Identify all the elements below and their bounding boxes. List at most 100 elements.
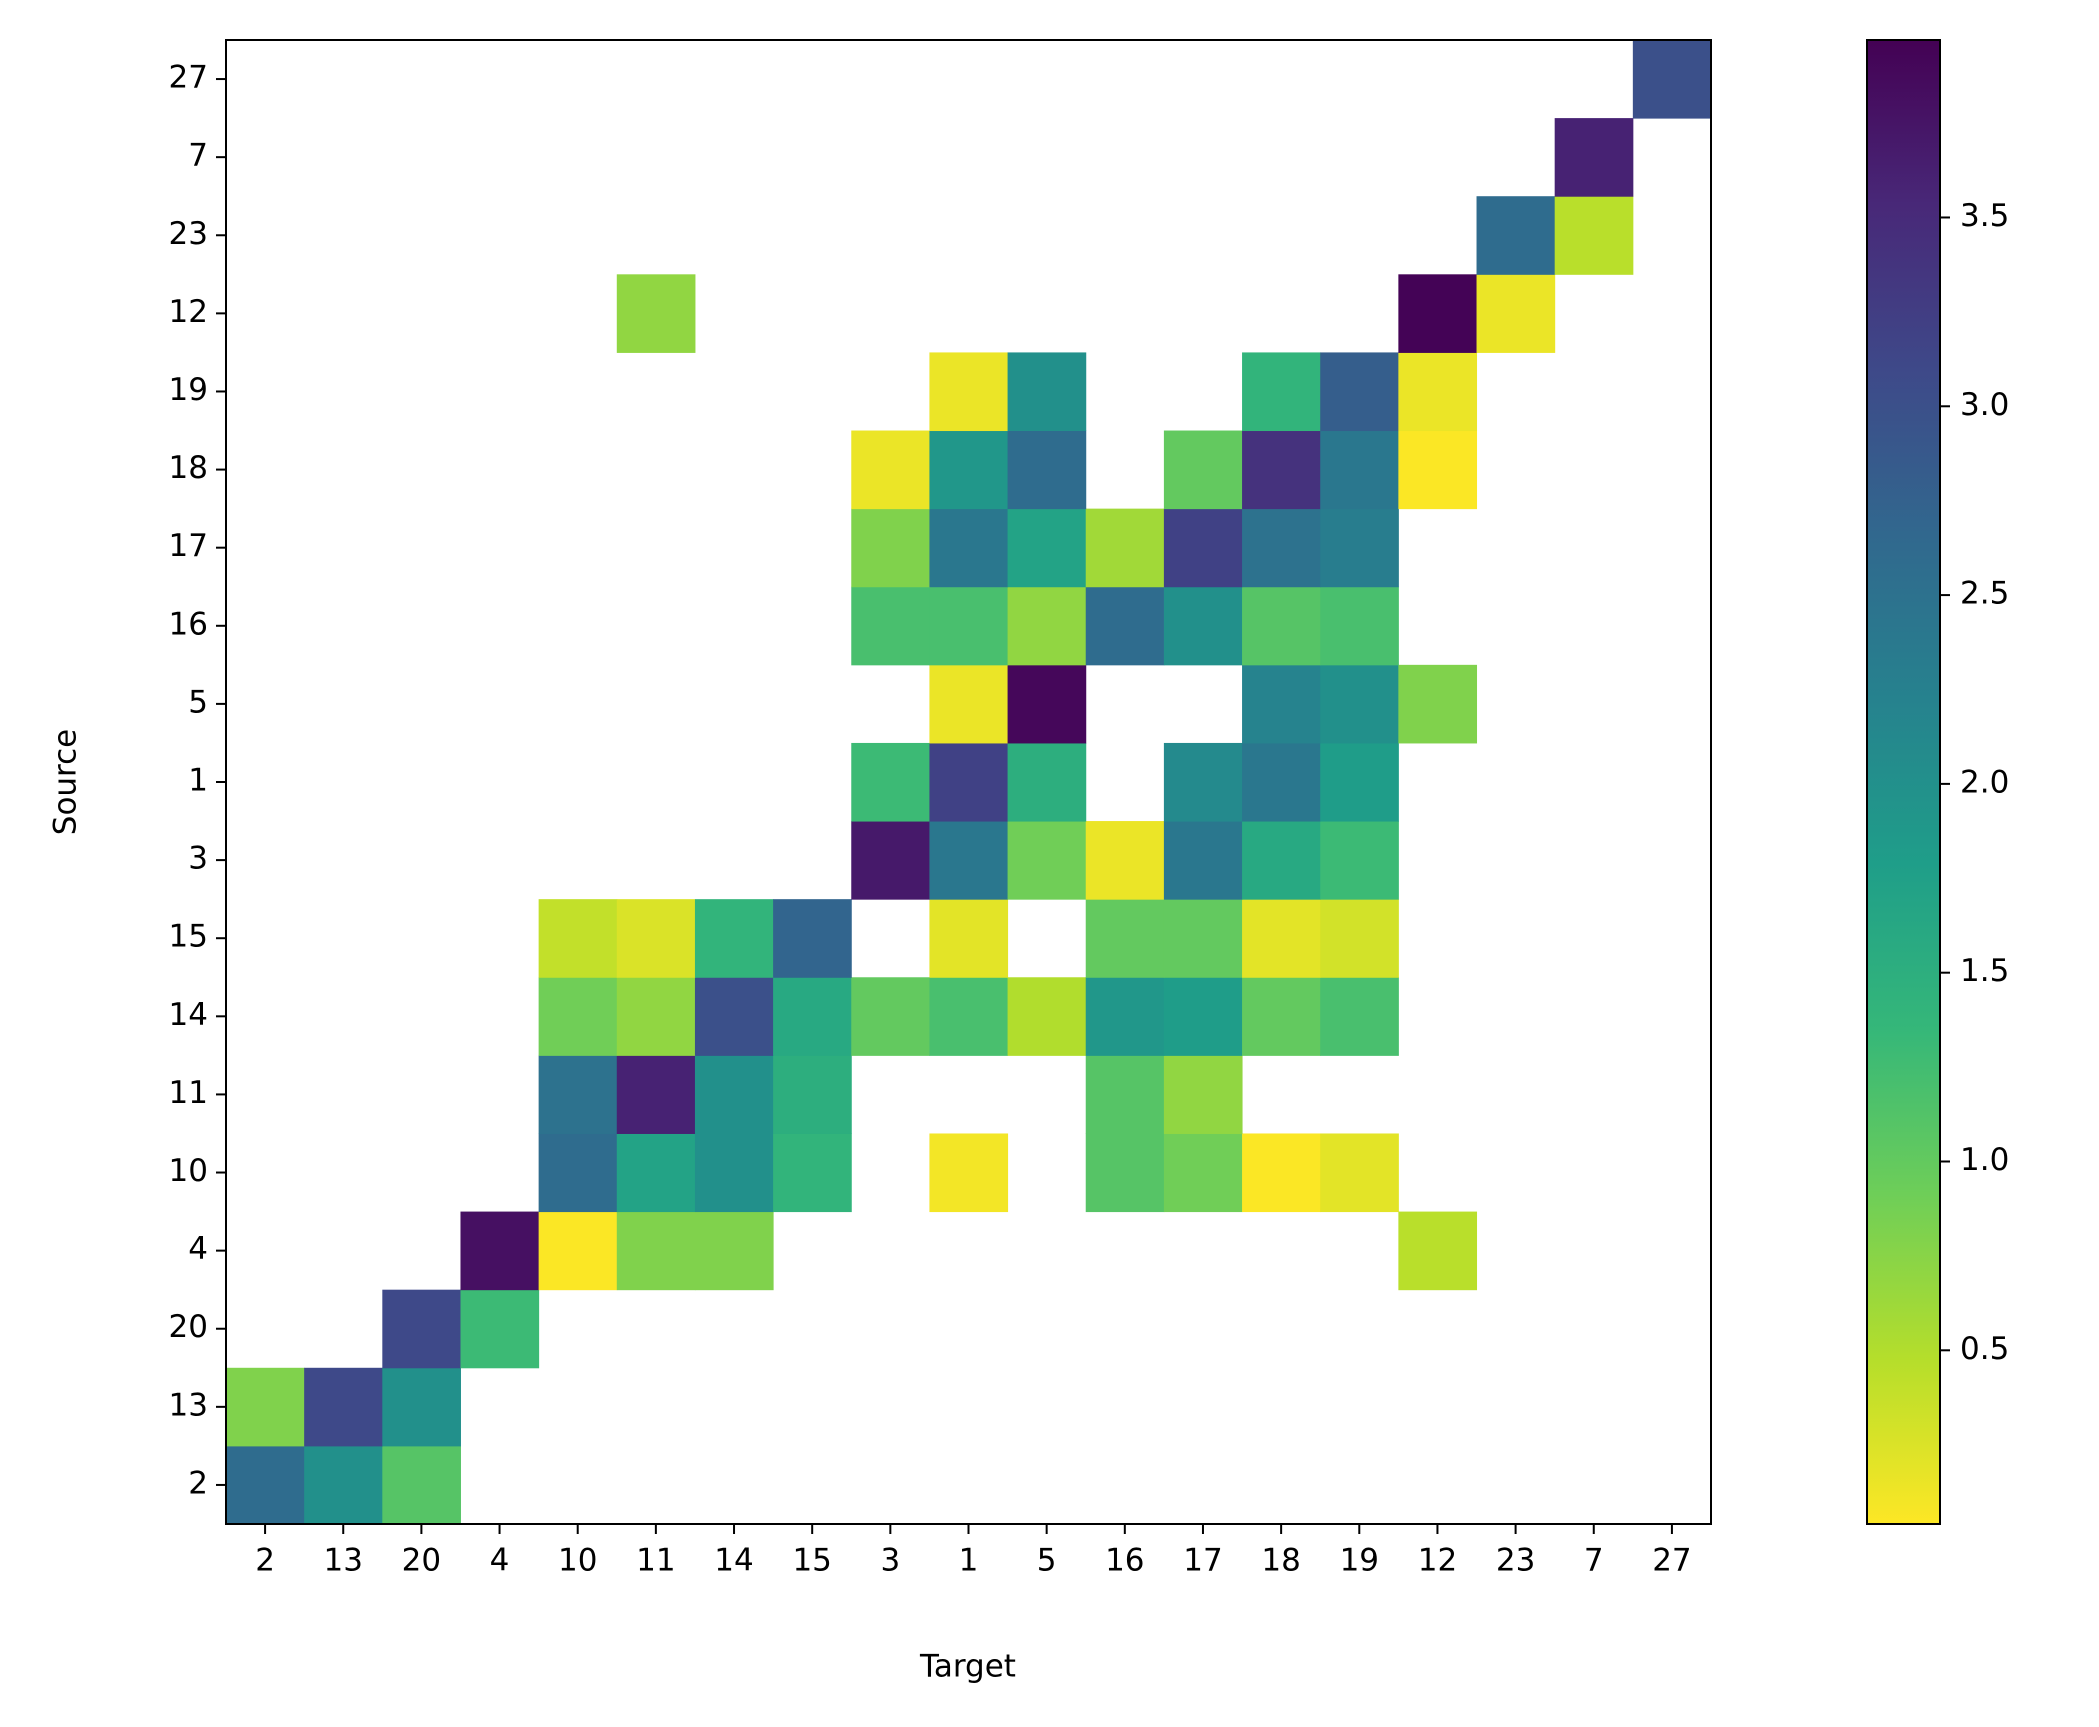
heatmap-cell (1085, 977, 1165, 1056)
x-tick-label: 7 (1584, 1543, 1604, 1579)
y-tick-label: 23 (169, 216, 208, 252)
heatmap-cell (851, 977, 930, 1056)
y-tick-label: 18 (169, 450, 208, 486)
heatmap-cell (616, 1133, 696, 1213)
heatmap-cell (304, 1367, 383, 1447)
x-tick-label: 5 (1037, 1543, 1057, 1579)
heatmap-cell (538, 1055, 618, 1134)
heatmap-cell (460, 1289, 540, 1369)
heatmap-cell (1476, 196, 1556, 275)
heatmap-cell (1007, 664, 1087, 744)
heatmap-cell (538, 1211, 618, 1291)
x-tick-label: 27 (1652, 1543, 1691, 1579)
y-tick-label: 27 (169, 60, 208, 96)
heatmap-cell (1163, 977, 1243, 1056)
heatmap-cell (1398, 664, 1478, 744)
heatmap-cell (1007, 352, 1087, 432)
x-tick-label: 11 (636, 1543, 675, 1579)
heatmap-cell (1554, 118, 1634, 197)
heatmap-cell (1320, 899, 1399, 978)
heatmap-cell (382, 1289, 461, 1369)
heatmap-cell (1163, 1133, 1243, 1213)
heatmap-cell (1163, 586, 1243, 666)
heatmap-cell (929, 352, 1009, 432)
heatmap-cell (1398, 1211, 1478, 1291)
heatmap-cell (851, 821, 930, 900)
x-tick-label: 15 (792, 1543, 831, 1579)
heatmap-cell (1163, 508, 1243, 588)
heatmap-cell (929, 899, 1009, 978)
heatmap-cell (1242, 430, 1321, 510)
x-tick-label: 20 (402, 1543, 441, 1579)
y-tick-label: 15 (169, 919, 208, 955)
heatmap-cell (460, 1211, 540, 1291)
heatmap-cell (851, 586, 930, 666)
heatmap-cell (1398, 430, 1478, 510)
heatmap-cell (1242, 586, 1321, 666)
y-tick-label: 11 (169, 1075, 208, 1111)
colorbar-tick-label: 3.0 (1960, 387, 2009, 423)
heatmap-cell (1163, 821, 1243, 900)
x-tick-label: 18 (1261, 1543, 1300, 1579)
heatmap-cell (226, 1367, 305, 1447)
heatmap-cell (851, 742, 930, 822)
colorbar-tick-label: 2.0 (1960, 764, 2009, 800)
heatmap-cell (929, 586, 1009, 666)
colorbar-tick-label: 3.5 (1960, 198, 2009, 234)
y-tick-label: 7 (188, 138, 208, 174)
heatmap-cell (1632, 40, 1712, 119)
heatmap-cell (1320, 586, 1399, 666)
heatmap-cell (616, 1055, 696, 1134)
heatmap-cell (851, 508, 930, 588)
heatmap-cell (1320, 430, 1399, 510)
y-axis-label: Source (48, 729, 84, 835)
y-tick-label: 12 (169, 294, 208, 330)
heatmap-cell (1163, 742, 1243, 822)
heatmap-cell (1007, 430, 1087, 510)
heatmap-cell (929, 821, 1009, 900)
heatmap-cell (616, 1211, 696, 1291)
heatmap-cell (1242, 352, 1321, 432)
heatmap-cell (1320, 742, 1399, 822)
heatmap-cell (694, 1211, 774, 1291)
x-tick-label: 16 (1105, 1543, 1144, 1579)
heatmap-cell (1554, 196, 1634, 275)
heatmap-cell (538, 1133, 618, 1213)
x-tick-label: 17 (1183, 1543, 1222, 1579)
x-tick-label: 2 (255, 1543, 275, 1579)
heatmap-cell (1320, 352, 1399, 432)
heatmap-cell (1242, 508, 1321, 588)
heatmap-cell (773, 899, 852, 978)
heatmap-cell (1007, 508, 1087, 588)
y-tick-label: 14 (169, 997, 208, 1033)
heatmap-cell (616, 977, 696, 1056)
heatmap-cell (694, 1055, 774, 1134)
colorbar-tick-label: 1.5 (1960, 953, 2009, 989)
heatmap-cell (1007, 586, 1087, 666)
heatmap-cell (226, 1445, 305, 1525)
colorbar-tick-label: 0.5 (1960, 1331, 2009, 1367)
y-tick-label: 2 (188, 1465, 208, 1501)
y-tick-label: 4 (188, 1231, 208, 1267)
x-tick-label: 23 (1496, 1543, 1535, 1579)
y-tick-label: 16 (169, 606, 208, 642)
heatmap-cell (1085, 508, 1165, 588)
heatmap-cell (773, 1055, 852, 1134)
colorbar (1866, 39, 1941, 1525)
heatmap-cell (1242, 899, 1321, 978)
x-axis-label: Target (919, 1649, 1016, 1685)
y-tick-label: 3 (188, 841, 208, 877)
x-tick-label: 10 (558, 1543, 597, 1579)
heatmap-cell (1476, 274, 1556, 353)
heatmap-cell (1242, 821, 1321, 900)
y-tick-label: 10 (169, 1153, 208, 1189)
heatmap-cell (1320, 1133, 1399, 1213)
heatmap-cell (1007, 821, 1087, 900)
x-tick-label: 12 (1418, 1543, 1457, 1579)
heatmap-cell (1320, 821, 1399, 900)
heatmap-cell (851, 430, 930, 510)
heatmap-cell (773, 1133, 852, 1213)
heatmap-cell (1242, 664, 1321, 744)
heatmap-cell (929, 742, 1009, 822)
x-tick-label: 3 (880, 1543, 900, 1579)
